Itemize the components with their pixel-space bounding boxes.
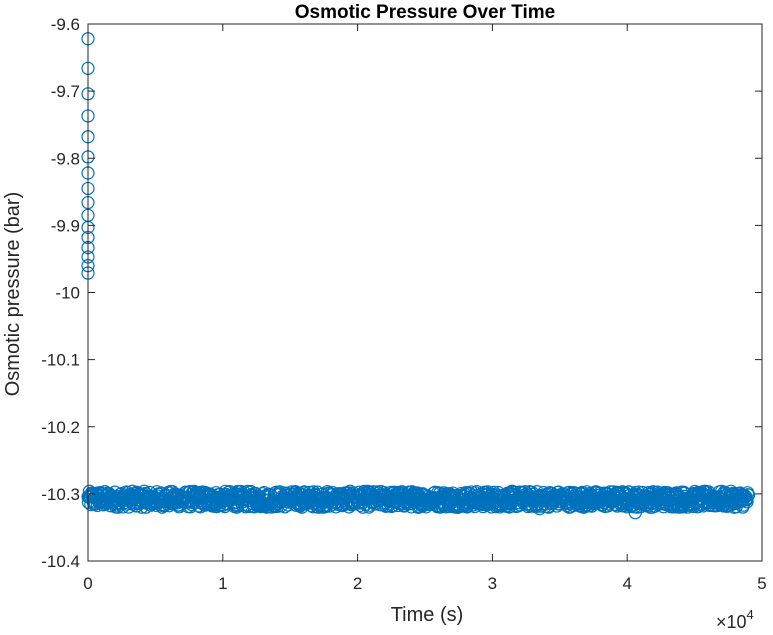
y-tick-label: -10.4 <box>41 552 80 571</box>
y-axis-label: Osmotic pressure (bar) <box>2 192 24 397</box>
x-axis-exponent-power: 4 <box>747 607 754 622</box>
x-axis-exponent: ×104 <box>716 607 754 630</box>
data-point <box>740 495 754 509</box>
data-point <box>741 488 756 502</box>
plot-area <box>81 32 756 520</box>
axes-box <box>87 23 763 562</box>
y-tick-label: -9.6 <box>51 15 80 34</box>
y-tick-label: -9.7 <box>51 82 80 101</box>
data-point <box>628 506 642 520</box>
x-tick-label: 4 <box>622 574 631 593</box>
x-axis: 0 1 2 3 4 5 <box>83 24 767 593</box>
data-point <box>253 500 268 514</box>
x-axis-label: Time (s) <box>391 604 464 626</box>
x-axis-exponent-base: ×10 <box>716 612 747 630</box>
x-tick-label: 5 <box>757 574 766 593</box>
y-tick-label: -10.2 <box>41 418 80 437</box>
data-point <box>532 502 547 516</box>
x-tick-label: 3 <box>488 574 497 593</box>
y-tick-label: -9.8 <box>51 149 80 168</box>
y-tick-label: -10 <box>55 284 80 303</box>
y-tick-label: -9.9 <box>51 216 80 235</box>
x-tick-label: 1 <box>218 574 227 593</box>
y-tick-label: -10.3 <box>41 485 80 504</box>
x-tick-label: 2 <box>353 574 362 593</box>
chart-title: Osmotic Pressure Over Time <box>295 2 556 23</box>
y-tick-label: -10.1 <box>41 351 80 370</box>
axes-frame <box>87 23 763 562</box>
x-tick-label: 0 <box>83 574 92 593</box>
y-axis: -9.6 -9.7 -9.8 -9.9 -10 -10.1 -10.2 -10.3 -10.4 <box>41 15 762 571</box>
